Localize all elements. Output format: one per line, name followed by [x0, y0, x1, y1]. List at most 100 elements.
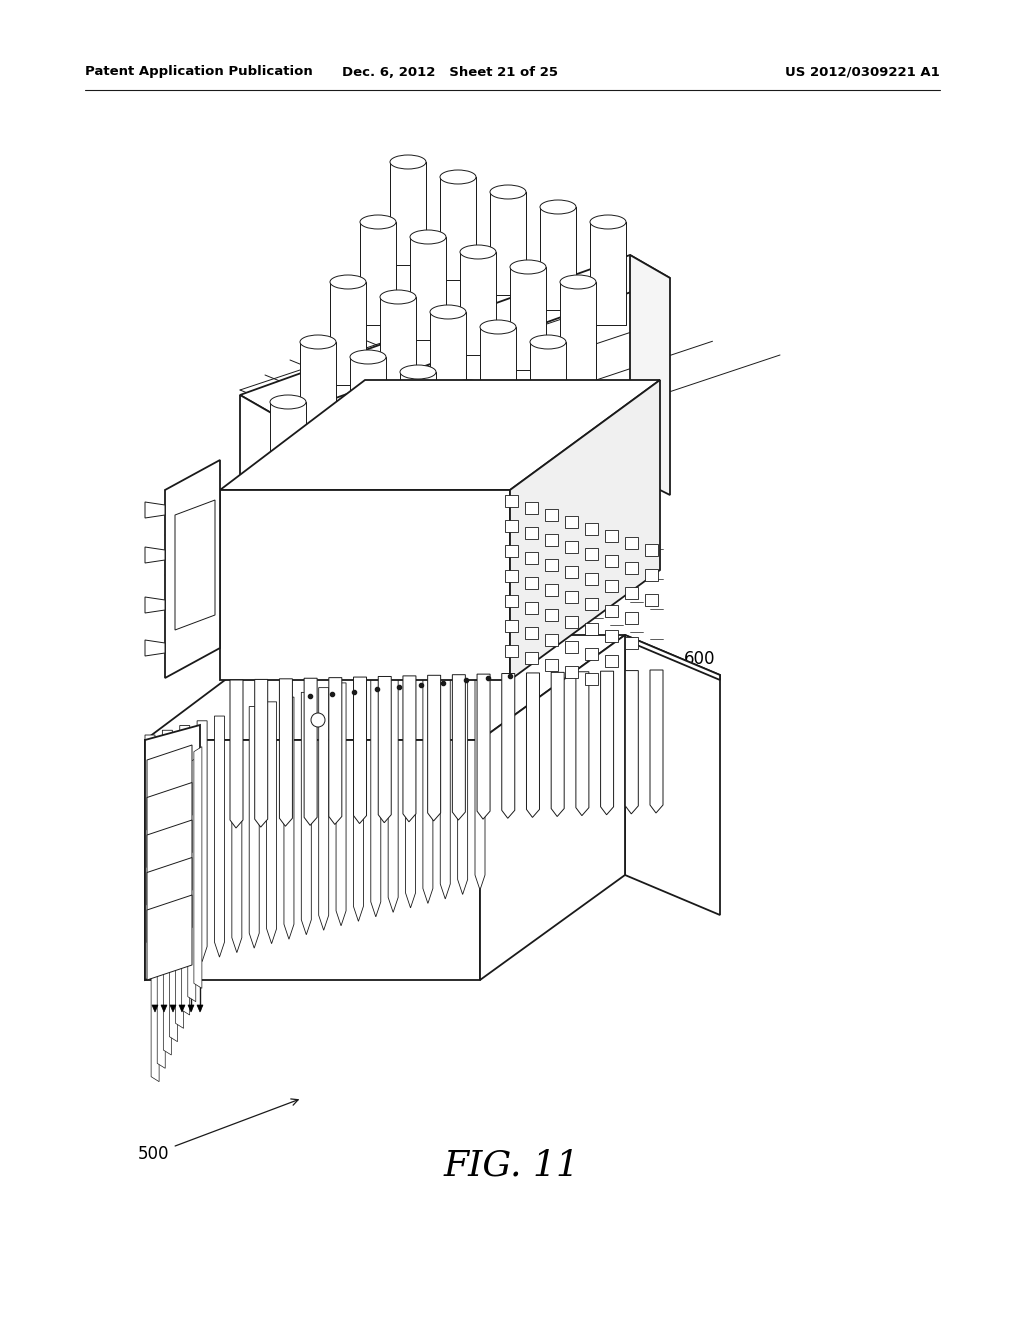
Polygon shape — [585, 673, 598, 685]
Ellipse shape — [540, 201, 575, 214]
Polygon shape — [423, 659, 433, 903]
Polygon shape — [525, 652, 538, 664]
Polygon shape — [255, 680, 267, 828]
Polygon shape — [388, 669, 398, 912]
Polygon shape — [605, 531, 618, 543]
Circle shape — [311, 713, 325, 727]
Polygon shape — [390, 162, 426, 265]
Polygon shape — [477, 675, 490, 820]
Polygon shape — [406, 664, 416, 908]
Polygon shape — [625, 537, 638, 549]
Polygon shape — [158, 817, 165, 1068]
Polygon shape — [147, 895, 193, 979]
Polygon shape — [590, 222, 626, 325]
Polygon shape — [605, 630, 618, 642]
Ellipse shape — [490, 185, 526, 199]
Polygon shape — [430, 312, 466, 414]
Polygon shape — [505, 570, 518, 582]
Polygon shape — [480, 327, 516, 430]
Polygon shape — [350, 356, 386, 459]
Polygon shape — [145, 502, 165, 517]
Polygon shape — [565, 516, 578, 528]
Polygon shape — [179, 1005, 185, 1012]
Polygon shape — [188, 1005, 194, 1012]
Polygon shape — [336, 682, 346, 925]
Polygon shape — [147, 783, 193, 867]
Polygon shape — [453, 675, 465, 820]
Polygon shape — [460, 252, 496, 355]
Polygon shape — [440, 655, 451, 899]
Polygon shape — [545, 659, 558, 671]
Polygon shape — [565, 667, 578, 678]
Polygon shape — [505, 520, 518, 532]
Polygon shape — [147, 820, 193, 906]
Polygon shape — [625, 635, 720, 680]
Polygon shape — [330, 282, 366, 385]
Polygon shape — [300, 342, 336, 445]
Polygon shape — [545, 634, 558, 645]
Polygon shape — [145, 546, 165, 564]
Ellipse shape — [440, 170, 476, 183]
Ellipse shape — [350, 350, 386, 364]
Polygon shape — [490, 191, 526, 294]
Polygon shape — [545, 609, 558, 620]
Polygon shape — [575, 672, 589, 816]
Polygon shape — [505, 545, 518, 557]
Polygon shape — [650, 671, 663, 813]
Ellipse shape — [319, 411, 356, 424]
Polygon shape — [505, 495, 518, 507]
Polygon shape — [380, 297, 416, 400]
Polygon shape — [585, 648, 598, 660]
Text: FIG. 11: FIG. 11 — [444, 1148, 580, 1181]
Polygon shape — [585, 623, 598, 635]
Polygon shape — [545, 510, 558, 521]
Polygon shape — [505, 645, 518, 657]
Polygon shape — [145, 597, 165, 612]
Polygon shape — [370, 432, 406, 535]
Polygon shape — [526, 673, 540, 817]
Polygon shape — [545, 583, 558, 597]
Text: Dec. 6, 2012   Sheet 21 of 25: Dec. 6, 2012 Sheet 21 of 25 — [342, 66, 558, 78]
Polygon shape — [525, 552, 538, 564]
Ellipse shape — [400, 366, 436, 379]
Ellipse shape — [380, 290, 416, 304]
Polygon shape — [304, 678, 317, 825]
Polygon shape — [605, 579, 618, 591]
Ellipse shape — [360, 215, 396, 228]
Polygon shape — [565, 616, 578, 628]
Polygon shape — [240, 395, 280, 500]
Polygon shape — [545, 558, 558, 572]
Polygon shape — [145, 640, 165, 656]
Ellipse shape — [460, 246, 496, 259]
Polygon shape — [605, 655, 618, 667]
Polygon shape — [147, 858, 193, 942]
Ellipse shape — [510, 260, 546, 275]
Ellipse shape — [370, 425, 406, 440]
Polygon shape — [230, 680, 243, 828]
Polygon shape — [625, 587, 638, 599]
Polygon shape — [319, 417, 356, 520]
Polygon shape — [175, 500, 215, 630]
Polygon shape — [510, 267, 546, 370]
Polygon shape — [585, 523, 598, 535]
Polygon shape — [165, 459, 220, 678]
Polygon shape — [270, 403, 306, 506]
Ellipse shape — [390, 154, 426, 169]
Polygon shape — [525, 627, 538, 639]
Polygon shape — [585, 598, 598, 610]
Polygon shape — [231, 711, 242, 953]
Polygon shape — [318, 688, 329, 931]
Polygon shape — [147, 744, 193, 830]
Polygon shape — [565, 541, 578, 553]
Polygon shape — [164, 805, 171, 1055]
Text: 500: 500 — [138, 1100, 298, 1163]
Polygon shape — [630, 255, 670, 495]
Polygon shape — [645, 594, 658, 606]
Polygon shape — [525, 502, 538, 513]
Polygon shape — [605, 554, 618, 568]
Text: 664: 664 — [419, 581, 480, 602]
Polygon shape — [565, 591, 578, 603]
Polygon shape — [180, 726, 189, 966]
Polygon shape — [625, 612, 638, 624]
Polygon shape — [450, 387, 486, 490]
